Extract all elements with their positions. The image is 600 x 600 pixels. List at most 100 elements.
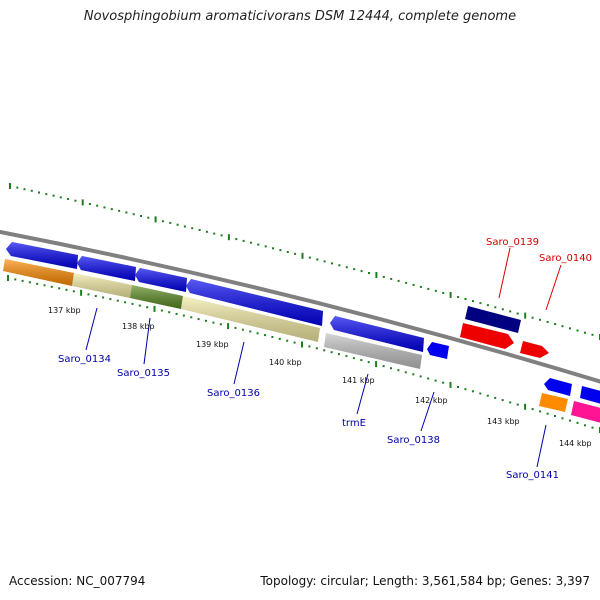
outer-tick xyxy=(38,191,40,194)
outer-tick xyxy=(323,260,326,263)
ruler-label-137: 137 kbp xyxy=(48,306,81,315)
inner-tick xyxy=(397,369,400,372)
gene-label-saro-0138[interactable]: Saro_0138 xyxy=(387,435,440,446)
outer-tick xyxy=(472,300,474,303)
cds-red-Saro_0140[interactable] xyxy=(520,341,549,358)
inner-tick-ring xyxy=(7,275,600,433)
outer-tick xyxy=(390,277,393,280)
inner-tick xyxy=(36,282,39,285)
outer-tick xyxy=(279,249,282,252)
inner-tick xyxy=(524,403,527,410)
inner-tick xyxy=(175,312,178,315)
outer-tick xyxy=(140,215,142,217)
outer-tick xyxy=(524,312,527,319)
outer-tick xyxy=(501,308,504,311)
gene-label-saro-0135[interactable]: Saro_0135 xyxy=(117,368,170,379)
outer-tick xyxy=(316,258,319,261)
ruler-label-144: 144 kbp xyxy=(559,439,592,448)
inner-tick xyxy=(516,403,519,406)
inner-tick xyxy=(28,281,31,284)
outer-tick xyxy=(67,198,70,200)
inner-tick xyxy=(479,392,482,395)
outer-tick xyxy=(486,304,489,307)
inner-tick xyxy=(471,390,474,393)
cds-navy-Saro_0139[interactable] xyxy=(465,306,521,333)
inner-tick xyxy=(554,415,556,417)
outer-tick xyxy=(464,298,467,300)
inner-tick xyxy=(160,309,163,312)
gene-label-saro-0139[interactable]: Saro_0139 xyxy=(486,237,539,248)
outer-tick xyxy=(353,268,356,271)
outer-tick xyxy=(449,291,452,298)
gene-label-saro-0134[interactable]: Saro_0134 xyxy=(58,354,111,365)
ruler-label-142: 142 kbp xyxy=(415,396,448,405)
gene-label-saro-0141[interactable]: Saro_0141 xyxy=(506,470,559,481)
inner-tick xyxy=(382,365,385,368)
inner-tick xyxy=(72,290,75,293)
inner-tick xyxy=(286,339,289,342)
gene-label-saro-0140[interactable]: Saro_0140 xyxy=(539,253,592,264)
inner-tick xyxy=(404,371,407,374)
outer-tick xyxy=(509,310,512,313)
outer-tick xyxy=(169,221,172,224)
inner-tick xyxy=(434,379,437,382)
ruler-label-140: 140 kbp xyxy=(269,358,302,367)
outer-tick xyxy=(147,216,150,219)
inner-tick xyxy=(315,347,318,350)
outer-tick xyxy=(338,264,341,267)
inner-tick xyxy=(212,321,215,324)
outer-tick xyxy=(213,232,216,235)
inner-tick xyxy=(576,421,579,424)
inner-tick xyxy=(486,394,489,397)
ruler-label-141: 141 kbp xyxy=(342,376,375,385)
outer-tick xyxy=(74,199,77,202)
outer-tick xyxy=(301,252,304,259)
outer-tick xyxy=(191,227,194,230)
outer-tick xyxy=(516,312,519,315)
cds-pink-1[interactable] xyxy=(571,401,600,424)
gene-label-saro-0136[interactable]: Saro_0136 xyxy=(207,388,260,399)
gene-label-trme[interactable]: trmE xyxy=(342,418,366,429)
cds-forward-7[interactable] xyxy=(544,378,572,396)
inner-tick xyxy=(50,285,53,288)
cds-forward-8[interactable] xyxy=(580,386,600,405)
inner-tick xyxy=(457,386,459,388)
inner-tick xyxy=(419,375,422,378)
outer-tick xyxy=(30,189,33,192)
inner-tick xyxy=(138,304,141,307)
outer-tick xyxy=(81,199,84,206)
outer-tick xyxy=(375,272,378,278)
inner-tick xyxy=(367,361,370,364)
cds-red-Saro_0139[interactable] xyxy=(460,323,514,349)
gene-callout-lines xyxy=(85,307,547,468)
inner-tick xyxy=(87,293,90,296)
inner-tick xyxy=(80,289,83,296)
outer-tick xyxy=(382,275,385,278)
outer-tick xyxy=(235,238,238,241)
outer-tick xyxy=(554,323,557,326)
ruler-label-139: 139 kbp xyxy=(196,340,229,349)
inner-tick xyxy=(561,417,564,420)
cds-forward-small[interactable] xyxy=(427,342,449,359)
outer-tick xyxy=(539,318,542,321)
map-title: Novosphingobium aromaticivorans DSM 1244… xyxy=(83,9,517,24)
outer-tick xyxy=(154,216,157,223)
inner-tick xyxy=(205,319,207,322)
outer-tick xyxy=(584,331,586,334)
outer-tick xyxy=(52,194,55,197)
inner-tick xyxy=(109,298,112,301)
outer-tick xyxy=(531,316,534,319)
cds-orange-Saro_0141[interactable] xyxy=(539,393,568,412)
inner-tick xyxy=(256,332,259,335)
outer-tick xyxy=(59,196,62,199)
inner-tick xyxy=(227,323,230,330)
outer-tick xyxy=(397,279,400,282)
inner-tick xyxy=(219,323,222,326)
outer-tick xyxy=(125,211,128,214)
outer-tick xyxy=(419,285,422,288)
outer-tick xyxy=(23,188,26,191)
outer-tick xyxy=(360,270,363,273)
genome-backbone xyxy=(0,229,600,384)
inner-tick xyxy=(264,334,266,337)
outer-tick xyxy=(161,220,164,223)
